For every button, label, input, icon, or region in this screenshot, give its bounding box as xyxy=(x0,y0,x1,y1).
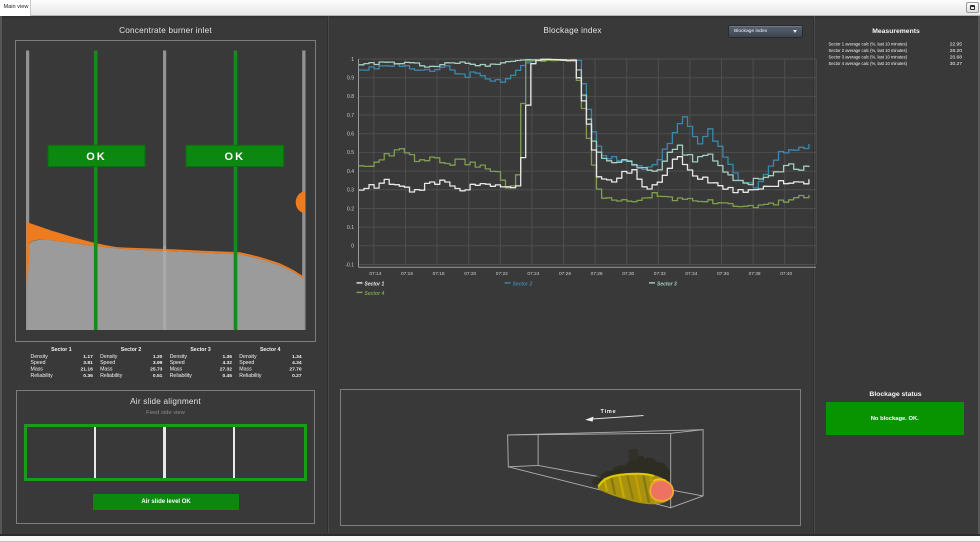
svg-text:07:36: 07:36 xyxy=(717,271,729,277)
svg-text:Mass: Mass xyxy=(170,367,183,373)
svg-text:27.70: 27.70 xyxy=(289,367,302,373)
svg-text:Sector 1: Sector 1 xyxy=(365,282,385,288)
svg-text:Sector 2: Sector 2 xyxy=(121,347,142,353)
svg-text:Mass: Mass xyxy=(31,367,44,373)
svg-text:Sector 4 average calc (%, last: Sector 4 average calc (%, last 10 minute… xyxy=(829,61,908,66)
svg-text:26.20: 26.20 xyxy=(950,48,963,54)
svg-text:07:16: 07:16 xyxy=(401,271,413,277)
svg-text:Measurements: Measurements xyxy=(872,28,920,35)
svg-text:07:26: 07:26 xyxy=(559,271,571,277)
svg-text:07:24: 07:24 xyxy=(527,271,539,277)
svg-text:Sector 3: Sector 3 xyxy=(190,347,211,353)
svg-text:07:40: 07:40 xyxy=(780,271,792,277)
svg-text:Sector 2 average calc (%, last: Sector 2 average calc (%, last 10 minute… xyxy=(829,48,908,53)
svg-text:Sector 4: Sector 4 xyxy=(260,347,281,353)
svg-text:Density: Density xyxy=(31,354,49,360)
svg-text:Speed: Speed xyxy=(31,360,46,366)
svg-text:3.99: 3.99 xyxy=(153,360,163,366)
svg-text:0.7: 0.7 xyxy=(347,113,354,119)
svg-text:0: 0 xyxy=(351,244,354,250)
svg-text:Speed: Speed xyxy=(239,360,254,366)
svg-text:4.34: 4.34 xyxy=(292,360,302,366)
svg-text:0.4: 0.4 xyxy=(347,169,354,175)
svg-text:0.51: 0.51 xyxy=(153,373,163,379)
svg-text:Sector 1 average calc (%, last: Sector 1 average calc (%, last 10 minute… xyxy=(829,41,908,46)
svg-text:07:14: 07:14 xyxy=(369,271,381,277)
svg-text:-0.1: -0.1 xyxy=(345,262,354,268)
svg-text:Sector 3 average calc (%, last: Sector 3 average calc (%, last 10 minute… xyxy=(829,54,908,59)
svg-text:Speed: Speed xyxy=(170,360,185,366)
svg-text:Density: Density xyxy=(100,354,118,360)
svg-text:25.73: 25.73 xyxy=(150,367,163,373)
svg-text:Density: Density xyxy=(239,354,257,360)
svg-text:OK: OK xyxy=(225,151,246,163)
svg-text:1.34: 1.34 xyxy=(292,354,302,360)
svg-text:0.9: 0.9 xyxy=(347,76,354,82)
svg-text:Reliability: Reliability xyxy=(100,373,123,379)
svg-text:Reliability: Reliability xyxy=(31,373,54,379)
svg-text:1: 1 xyxy=(351,57,354,63)
svg-text:07:30: 07:30 xyxy=(622,271,634,277)
svg-text:Mass: Mass xyxy=(100,367,113,373)
svg-text:22.95: 22.95 xyxy=(950,41,963,47)
svg-text:0.2: 0.2 xyxy=(347,206,354,212)
svg-text:07:32: 07:32 xyxy=(654,271,666,277)
svg-text:07:38: 07:38 xyxy=(749,271,761,277)
svg-text:07:34: 07:34 xyxy=(685,271,697,277)
svg-text:Density: Density xyxy=(170,354,188,360)
svg-text:Sector 2: Sector 2 xyxy=(513,282,533,288)
svg-text:1.20: 1.20 xyxy=(153,354,163,360)
svg-text:Time: Time xyxy=(601,409,617,415)
svg-text:07:22: 07:22 xyxy=(496,271,508,277)
svg-text:0.1: 0.1 xyxy=(347,225,354,231)
svg-text:07:28: 07:28 xyxy=(591,271,603,277)
svg-text:Blockage status: Blockage status xyxy=(869,391,921,398)
svg-text:07:20: 07:20 xyxy=(464,271,476,277)
svg-text:0.6: 0.6 xyxy=(347,132,354,138)
svg-text:0.45: 0.45 xyxy=(222,373,232,379)
svg-text:OK: OK xyxy=(86,151,107,163)
svg-text:Sector 4: Sector 4 xyxy=(365,291,385,297)
svg-text:30.27: 30.27 xyxy=(950,61,963,67)
svg-text:0.36: 0.36 xyxy=(83,373,93,379)
svg-text:Mass: Mass xyxy=(239,367,252,373)
svg-text:0.27: 0.27 xyxy=(292,373,302,379)
svg-text:4.32: 4.32 xyxy=(222,360,232,366)
svg-text:3.81: 3.81 xyxy=(83,360,93,366)
svg-text:20.68: 20.68 xyxy=(950,54,963,60)
svg-text:07:18: 07:18 xyxy=(433,271,445,277)
svg-text:1.36: 1.36 xyxy=(222,354,232,360)
svg-text:0.3: 0.3 xyxy=(347,188,354,194)
svg-text:Reliability: Reliability xyxy=(170,373,193,379)
svg-text:0.5: 0.5 xyxy=(347,150,354,156)
svg-text:21.16: 21.16 xyxy=(81,367,94,373)
svg-text:Sector 3: Sector 3 xyxy=(657,282,677,288)
svg-text:0.8: 0.8 xyxy=(347,94,354,100)
svg-text:Reliability: Reliability xyxy=(239,373,262,379)
svg-text:Speed: Speed xyxy=(100,360,115,366)
svg-text:27.32: 27.32 xyxy=(220,367,233,373)
svg-text:1.17: 1.17 xyxy=(83,354,93,360)
svg-text:Sector 1: Sector 1 xyxy=(51,347,72,353)
